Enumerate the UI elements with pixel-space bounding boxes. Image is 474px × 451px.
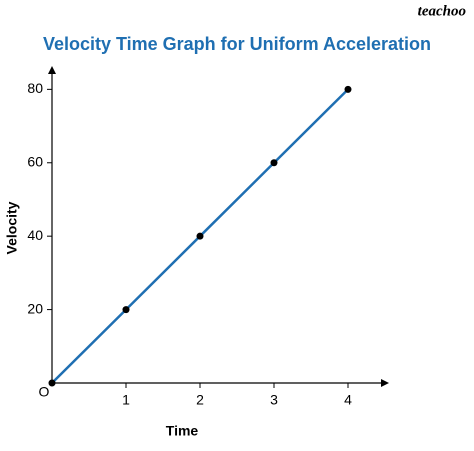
data-point: [344, 85, 352, 93]
y-tick-label: 60: [27, 153, 43, 169]
x-axis-arrow: [381, 379, 389, 387]
y-axis-arrow: [48, 66, 56, 74]
x-tick-label: 2: [196, 392, 204, 408]
x-tick-label: 4: [344, 392, 352, 408]
y-tick-label: 40: [27, 227, 43, 243]
data-point: [270, 159, 278, 167]
x-axis-label: Time: [166, 423, 199, 439]
x-tick-label: 1: [122, 392, 130, 408]
data-point: [196, 232, 204, 240]
data-point: [122, 306, 130, 314]
y-axis-label: Velocity: [4, 201, 20, 254]
chart-title: Velocity Time Graph for Uniform Accelera…: [43, 34, 431, 54]
y-tick-label: 80: [27, 80, 43, 96]
origin-label: O: [39, 384, 50, 400]
y-tick-label: 20: [27, 300, 43, 316]
data-point: [48, 379, 56, 387]
x-tick-label: 3: [270, 392, 278, 408]
watermark: teachoo: [418, 3, 466, 19]
